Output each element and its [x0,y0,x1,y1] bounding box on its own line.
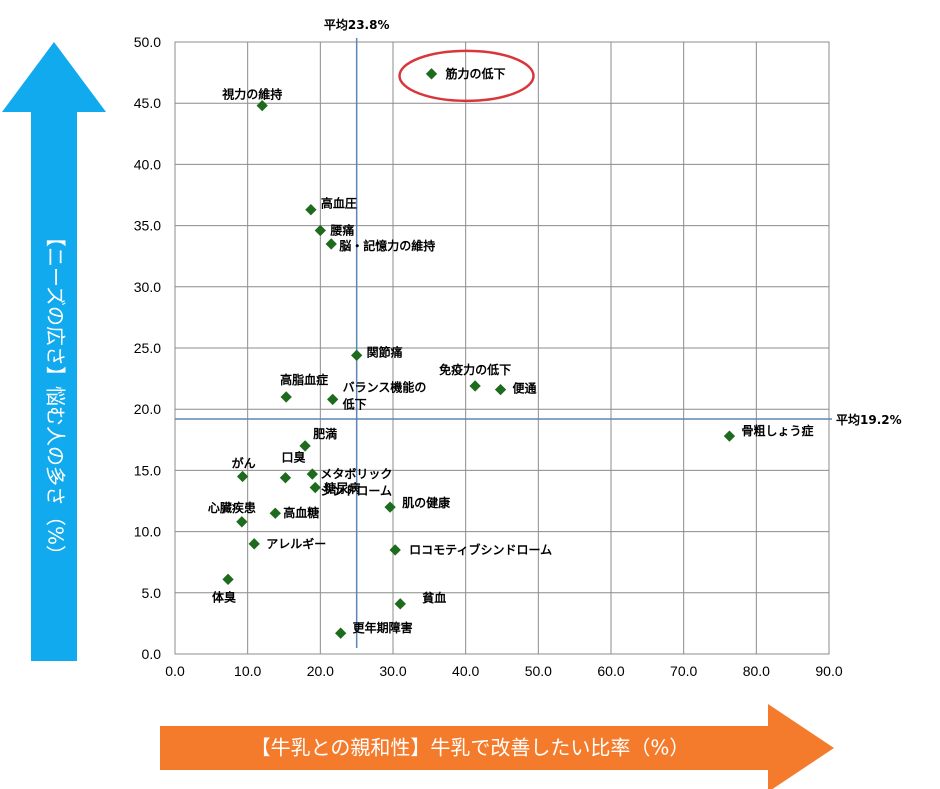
data-point [494,383,507,396]
plot-border [174,41,830,655]
data-point [384,501,396,513]
x-tick-label: 20.0 [307,663,334,679]
data-point-label: 肥満 [313,426,337,441]
data-point [305,204,317,216]
y-tick-label: 10.0 [134,524,161,540]
data-point-label: 高血糖 [283,505,319,520]
data-point [269,507,281,519]
data-point [236,516,248,528]
x-axis-arrow-shape [160,704,834,789]
data-point [335,627,347,639]
data-point-label: バランス機能の低下 [342,379,427,411]
x-tick-label: 50.0 [525,663,552,679]
y-tick-label: 15.0 [134,462,161,478]
x-tick-label: 60.0 [597,663,624,679]
data-point-label: がん [232,456,256,471]
data-point [469,380,481,392]
highlight-ellipse [398,49,535,103]
y-axis-arrow-shape [2,42,106,661]
data-point [222,573,234,585]
y-axis-arrow: 【ニーズの広さ】悩む人の多さ（%） [2,42,106,661]
data-point-label: 便通 [513,381,537,396]
data-point-label: 体臭 [212,589,236,604]
data-point-label: 更年期障害 [353,620,413,635]
data-point-label: 口臭 [281,450,305,465]
data-point [306,468,318,480]
data-point [351,349,363,362]
data-point-label: 筋力の低下 [445,66,506,81]
y-axis-title: 【ニーズの広さ】悩む人の多さ（%） [44,227,68,565]
data-point [279,472,292,484]
x-tick-label: 30.0 [379,663,406,679]
y-tick-label: 5.0 [142,585,162,601]
y-tick-label: 20.0 [134,401,161,417]
y-tick-label: 35.0 [134,218,161,234]
data-point-label: 心臓疾患 [208,500,256,515]
data-point [723,430,736,442]
data-point [389,544,401,556]
x-tick-label: 40.0 [452,663,479,679]
data-point-label: 肌の健康 [401,495,451,510]
data-point-label: 高脂血症 [280,372,328,387]
data-point [248,538,260,550]
mean-x-label: 平均23.8% [324,17,390,32]
data-point [327,393,339,406]
x-tick-label: 80.0 [743,663,770,679]
data-point [280,391,292,403]
y-tick-label: 0.0 [142,646,162,662]
data-point-label: 視力の維持 [221,87,282,102]
mean-y-label: 平均19.2% [836,412,902,427]
data-point [325,238,337,250]
data-point-label: 腰痛 [329,222,354,237]
x-tick-label: 10.0 [234,663,261,679]
y-tick-label: 25.0 [134,340,161,356]
data-point-label: 免疫力の低下 [439,362,511,377]
x-axis-title: 【牛乳との親和性】牛乳で改善したい比率（%） [251,736,690,760]
data-point [309,481,321,494]
data-point [236,470,249,483]
data-point-label: 糖尿病 [324,481,360,496]
plot-area: 0.0 10.0 20.0 30.0 40.0 50.0 60.0 70.0 80.0 90.0 0… [134,17,902,679]
data-point [256,99,268,112]
data-point [299,440,311,452]
data-point [394,598,406,610]
x-axis-arrow: 【牛乳との親和性】牛乳で改善したい比率（%） [160,704,834,789]
y-tick-label: 30.0 [134,279,161,295]
data-point-label: 高血圧 [321,196,357,211]
x-tick-label: 90.0 [815,663,842,679]
data-point-label: アレルギー [266,536,326,551]
data-point-label: 脳・記憶力の維持 [339,238,435,253]
data-point [314,224,326,237]
x-tick-label: 0.0 [165,663,185,679]
data-point-label: メタボリックシンドローム [320,466,392,498]
data-point-label: 骨粗しょう症 [741,423,813,438]
data-point-label: 貧血 [422,590,446,605]
data-point-label: 関節痛 [367,344,403,359]
data-point-label: ロコモティブシンドローム [409,542,552,557]
y-tick-label: 50.0 [134,34,161,50]
x-tick-label: 70.0 [670,663,697,679]
y-tick-label: 40.0 [134,156,161,172]
data-point [425,68,438,80]
y-tick-label: 45.0 [134,95,161,111]
